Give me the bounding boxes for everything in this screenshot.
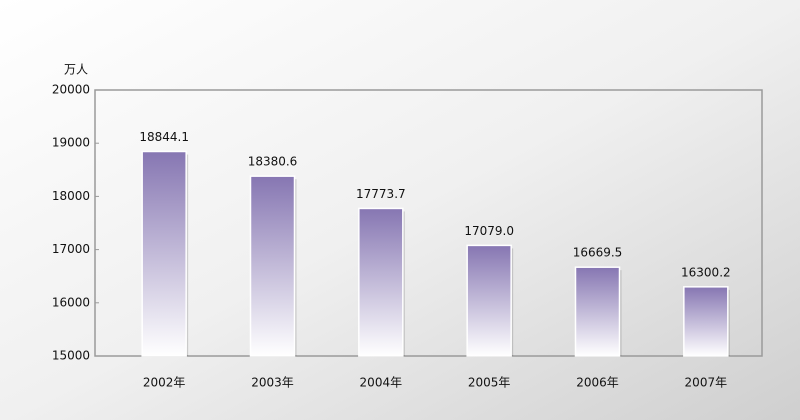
value-label: 18380.6 <box>248 155 298 169</box>
x-tick-label: 2007年 <box>685 376 728 390</box>
bar <box>358 207 404 357</box>
x-tick-label: 2003年 <box>251 376 294 390</box>
value-label: 17079.0 <box>464 224 514 238</box>
y-tick-label: 19000 <box>52 136 90 150</box>
y-axis-label: 万人 <box>64 63 88 77</box>
value-label: 16669.5 <box>573 246 623 260</box>
bar <box>249 175 296 357</box>
bar <box>466 244 512 357</box>
value-label: 17773.7 <box>356 187 406 201</box>
bar <box>683 286 729 357</box>
value-label: 18844.1 <box>139 130 189 144</box>
plot-frame <box>94 89 763 357</box>
x-tick-label: 2006年 <box>576 376 619 390</box>
y-tick-label: 18000 <box>52 189 90 203</box>
y-tick-label: 20000 <box>52 83 90 97</box>
y-tick-label: 16000 <box>52 295 90 309</box>
bar <box>574 266 621 357</box>
y-tick-label: 15000 <box>52 349 90 363</box>
value-label: 16300.2 <box>681 265 731 279</box>
x-tick-label: 2005年 <box>468 376 511 390</box>
x-tick-label: 2002年 <box>143 376 186 390</box>
y-tick-label: 17000 <box>52 242 90 256</box>
bar <box>141 150 187 357</box>
x-tick-label: 2004年 <box>360 376 403 390</box>
